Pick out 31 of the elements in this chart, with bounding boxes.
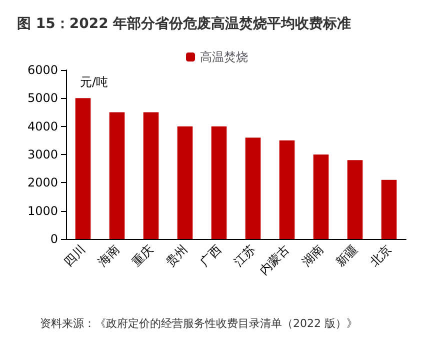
- bar: [313, 154, 329, 239]
- y-tick-label: 4000: [27, 119, 58, 134]
- text: 资料来源：《政府定价的经营服务性收费目录清单（2022 版）》: [40, 317, 358, 330]
- y-tick-label: 2000: [27, 176, 58, 190]
- bar: [245, 138, 261, 239]
- x-tick-label: 新疆: [333, 242, 360, 269]
- x-tick-label: 海南: [95, 242, 122, 269]
- x-tick-label: 湖南: [299, 242, 326, 269]
- x-tick-label: 广西: [197, 242, 224, 269]
- x-tick-label: 北京: [367, 242, 394, 269]
- x-tick-label: 四川: [61, 242, 88, 269]
- legend-label: 高温焚烧: [200, 50, 248, 64]
- bar: [143, 112, 159, 239]
- bar: [347, 160, 363, 239]
- bar: [279, 140, 295, 239]
- y-tick-label: 1000: [27, 204, 58, 218]
- bar: [109, 112, 125, 239]
- bar: [75, 98, 91, 239]
- y-axis-title: 元/吨: [80, 75, 108, 89]
- bar: [177, 126, 193, 239]
- x-tick-label: 内蒙古: [256, 242, 292, 278]
- x-tick-label: 贵州: [163, 242, 190, 269]
- y-tick-label: 5000: [27, 91, 58, 106]
- x-tick-label: 重庆: [129, 242, 156, 269]
- y-tick-label: 6000: [27, 63, 58, 77]
- y-tick-label: 0: [50, 232, 58, 246]
- bar: [381, 180, 397, 239]
- y-tick-label: 3000: [27, 148, 58, 162]
- chart-title: 图 15：2022 年部分省份危废高温焚烧平均收费标准: [17, 15, 352, 32]
- x-tick-label: 江苏: [231, 242, 258, 269]
- bar: [211, 126, 227, 239]
